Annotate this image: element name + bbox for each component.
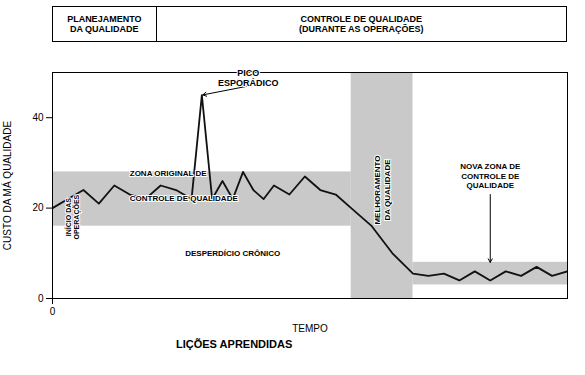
svg-text:NOVA ZONA DECONTROLE DEQUALIDA: NOVA ZONA DECONTROLE DEQUALIDADE xyxy=(460,162,521,189)
svg-text:0: 0 xyxy=(38,293,44,304)
svg-text:40: 40 xyxy=(32,112,44,123)
svg-text:ZONA ORIGINAL DE: ZONA ORIGINAL DE xyxy=(130,169,208,178)
svg-text:PICOESPORÁDICO: PICOESPORÁDICO xyxy=(218,68,279,88)
svg-text:DESPERDÍCIO CRÔNICO: DESPERDÍCIO CRÔNICO xyxy=(185,249,280,258)
svg-text:CUSTO DA MÁ QUALIDADE: CUSTO DA MÁ QUALIDADE xyxy=(1,121,13,251)
html-text:LIÇÕES APRENDIDAS: LIÇÕES APRENDIDAS xyxy=(176,338,293,350)
svg-text:20: 20 xyxy=(32,202,44,213)
svg-text:CONTROLE DE QUALIDADE: CONTROLE DE QUALIDADE xyxy=(130,194,239,203)
html-text:PLANEJAMENTO DA QUALIDADE: PLANEJAMENTO DA QUALIDADE xyxy=(67,13,142,34)
html-text:CONTROLE DE QUALIDADE (DURANTE: CONTROLE DE QUALIDADE (DURANTE AS OPERAÇ… xyxy=(298,13,424,34)
svg-text:TEMPO: TEMPO xyxy=(292,323,328,334)
svg-text:MELHORAMENTODA QUALIDADE: MELHORAMENTODA QUALIDADE xyxy=(373,155,391,224)
svg-text:0: 0 xyxy=(50,306,56,317)
svg-text:INÍCIO DASOPERAÇÕES: INÍCIO DASOPERAÇÕES xyxy=(64,194,81,239)
